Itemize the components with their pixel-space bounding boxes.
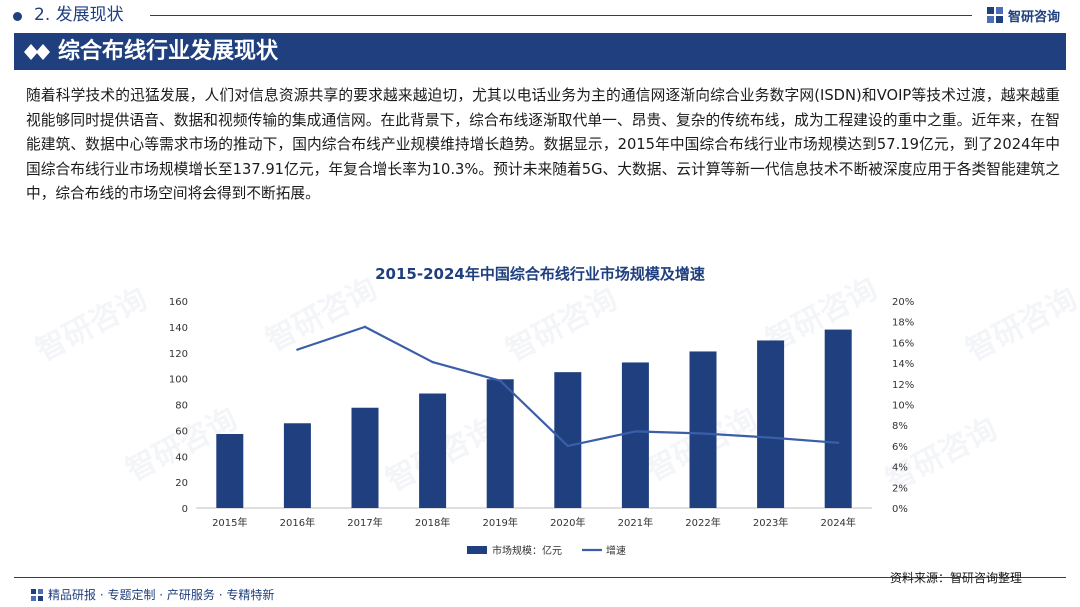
x-tick-label: 2023年 (753, 516, 788, 529)
y-left-tick-label: 20 (175, 478, 188, 489)
y-right-tick-label: 14% (892, 359, 914, 370)
intro-paragraph: 随着科学技术的迅猛发展，人们对信息资源共享的要求越来越迫切，尤其以电话业务为主的… (26, 87, 1060, 203)
bar-market-size (621, 362, 649, 508)
y-left-tick-label: 40 (175, 452, 188, 463)
legend-label-line: 增速 (606, 544, 626, 557)
legend-label-bar: 市场规模：亿元 (492, 544, 562, 557)
section-bullet-icon (13, 12, 22, 21)
market-size-chart: 2015-2024年中国综合布线行业市场规模及增速 0 20 40 60 80 100 120… (169, 265, 914, 557)
data-source: 资料来源：智研咨询整理 (890, 571, 1023, 585)
y-left-tick-label: 160 (169, 297, 188, 308)
chart-container: 2015-2024年中国综合布线行业市场规模及增速 0 20 40 60 80 100 120… (0, 255, 1080, 575)
point-growth-rate (634, 430, 637, 433)
x-tick-label: 2020年 (550, 516, 585, 529)
point-growth-rate (499, 379, 502, 382)
y-right-tick-label: 16% (892, 338, 914, 349)
point-growth-rate (363, 325, 367, 329)
y-right-tick-label: 0% (892, 504, 908, 515)
y-right-tick-label: 2% (892, 483, 908, 494)
section-label: 2. 发展现状 (34, 5, 124, 25)
footer-logo-icon (31, 588, 43, 601)
footer-divider (14, 577, 1066, 578)
point-growth-rate (296, 348, 299, 351)
y-right-tick-label: 4% (892, 463, 908, 474)
x-tick-label: 2016年 (280, 516, 315, 529)
bar-market-size (554, 372, 582, 508)
y-right-tick-label: 12% (892, 380, 914, 391)
y-right-tick-label: 8% (892, 421, 908, 432)
point-growth-rate (431, 360, 434, 364)
x-tick-label: 2018年 (415, 516, 450, 529)
y-left-tick-label: 120 (169, 349, 188, 360)
title-banner: 综合布线行业发展现状 (14, 33, 1066, 70)
y-left-tick-label: 100 (169, 375, 188, 386)
y-right-tick-label: 6% (892, 442, 908, 453)
header-divider (150, 15, 972, 16)
x-tick-label: 2021年 (618, 516, 653, 529)
point-growth-rate (769, 436, 772, 439)
y-left-tick-label: 80 (175, 401, 188, 412)
x-tick-label: 2015年 (212, 516, 247, 529)
page-title: 综合布线行业发展现状 (58, 39, 279, 64)
bar-market-size (486, 379, 514, 508)
footer-tagline-group: 精品研报 · 专题定制 · 产研服务 · 专精特新 (30, 586, 274, 603)
y-left-tick-label: 60 (175, 426, 188, 437)
x-tick-label: 2022年 (685, 516, 720, 529)
legend-swatch-bar (467, 546, 487, 554)
bar-market-size (757, 340, 785, 508)
y-right-tick-label: 20% (892, 297, 914, 308)
bar-market-size (351, 407, 379, 508)
double-diamond-icon (24, 44, 50, 60)
brand-name: 智研咨询 (1008, 9, 1061, 25)
point-growth-rate (837, 441, 840, 444)
x-tick-label: 2017年 (347, 516, 382, 529)
bar-market-size (216, 434, 244, 508)
y-left-tick-label: 0 (182, 504, 188, 515)
footer-tagline: 精品研报 · 专题定制 · 产研服务 · 专精特新 (48, 588, 275, 602)
brand-logo-icon (987, 7, 1003, 23)
x-tick-label: 2019年 (482, 516, 517, 529)
bar-market-size (419, 393, 447, 508)
x-tick-label: 2024年 (820, 516, 855, 529)
point-growth-rate (701, 432, 705, 435)
bar-market-size (824, 329, 852, 508)
brand: 智研咨询 (986, 4, 1060, 26)
point-growth-rate (566, 444, 569, 448)
bar-market-size (283, 423, 311, 508)
chart-title: 2015-2024年中国综合布线行业市场规模及增速 (375, 265, 705, 283)
top-bar: 2. 发展现状 智研咨询 (0, 0, 1080, 30)
y-right-tick-label: 18% (892, 318, 914, 329)
y-left-tick-label: 140 (169, 323, 188, 334)
bar-market-size (689, 351, 717, 508)
y-right-tick-label: 10% (892, 401, 914, 412)
